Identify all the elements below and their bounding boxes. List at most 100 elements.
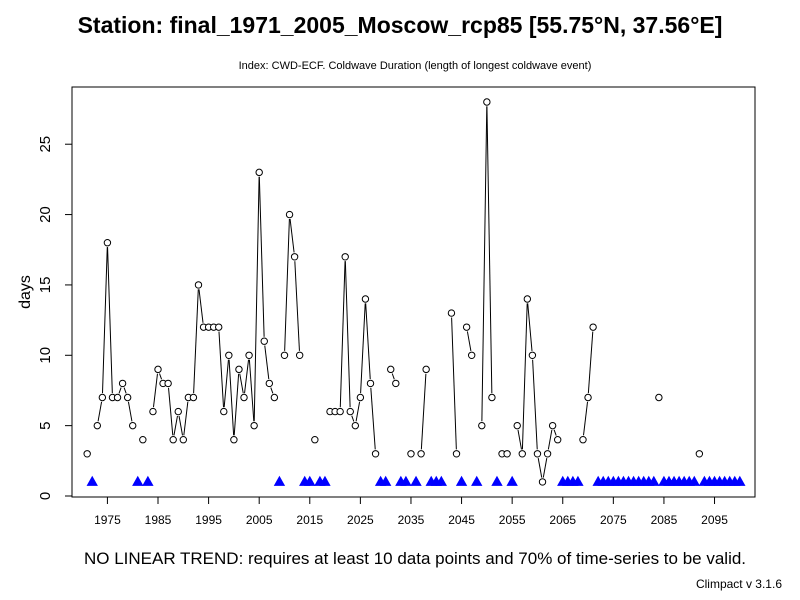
data-point (154, 365, 162, 374)
y-tick-label: 15 (37, 277, 54, 294)
data-point (215, 323, 223, 331)
data-point (103, 239, 112, 247)
data-point (467, 351, 476, 359)
data-point (194, 281, 203, 289)
x-tick-label: 2085 (651, 513, 678, 527)
y-tick-label: 25 (37, 136, 54, 153)
line-segment (537, 458, 543, 478)
data-point (245, 351, 253, 359)
data-point (220, 407, 228, 416)
series-points (83, 98, 704, 486)
line-segment (284, 218, 290, 351)
triangle-marker (688, 475, 700, 486)
line-segment (553, 429, 557, 436)
line-segment (270, 387, 274, 394)
triangle-marker (734, 475, 746, 486)
line-segment (521, 303, 528, 450)
data-point (98, 393, 107, 402)
data-point (655, 393, 663, 402)
line-segment (101, 247, 108, 394)
line-segment (223, 359, 229, 408)
line-segment (264, 345, 270, 380)
line-segment (542, 458, 548, 478)
line-segment (355, 401, 361, 422)
data-point (366, 379, 375, 388)
triangle-marker (132, 475, 144, 486)
data-point (584, 393, 592, 402)
data-point (503, 450, 511, 458)
data-point (351, 421, 360, 430)
triangle-marker (455, 475, 468, 486)
data-point (356, 393, 365, 402)
line-segment (168, 387, 174, 436)
line-segment (420, 373, 427, 450)
line-segment (587, 331, 594, 394)
data-point (83, 450, 91, 458)
line-segment (123, 387, 127, 394)
triangle-marker (86, 475, 98, 486)
line-segment (532, 359, 538, 450)
data-point (361, 295, 370, 303)
line-segment (173, 415, 178, 436)
x-tick-label: 1975 (94, 513, 121, 527)
x-axis: 1975 1985 1995 2005 2015 2025 2035 2045 2055 2065… (94, 497, 728, 527)
data-point (417, 450, 425, 458)
line-segment (218, 331, 225, 408)
line-segment (481, 106, 488, 422)
y-axis: 0 5 10 15 20 25 (37, 136, 72, 500)
data-point (123, 393, 132, 402)
line-segment (289, 218, 295, 253)
data-point (513, 421, 521, 430)
line-segment (127, 401, 133, 422)
line-segment (370, 387, 376, 450)
data-point (225, 351, 233, 359)
line-segment (233, 373, 240, 436)
missing-markers (86, 475, 746, 486)
line-segment (258, 176, 265, 337)
x-tick-label: 1995 (195, 513, 222, 527)
data-point (240, 393, 248, 402)
data-point (695, 450, 704, 458)
y-axis-label: days (17, 275, 34, 309)
line-segment (451, 317, 457, 450)
line-segment (97, 401, 103, 422)
triangle-marker (400, 475, 412, 486)
line-segment (178, 415, 184, 436)
data-point (149, 407, 157, 416)
data-point (129, 421, 137, 430)
triangle-marker (142, 475, 154, 486)
series-line (97, 106, 594, 478)
line-segment (351, 415, 355, 422)
data-point (483, 98, 491, 106)
data-point (548, 421, 557, 430)
data-point (371, 450, 380, 458)
data-point (478, 421, 486, 430)
line-segment (228, 359, 235, 436)
line-segment (583, 401, 589, 436)
triangle-marker (319, 475, 331, 486)
data-point (230, 436, 238, 444)
line-segment (152, 373, 158, 408)
trend-note: NO LINEAR TREND: requires at least 10 da… (83, 549, 747, 568)
line-segment (547, 429, 553, 450)
data-point (139, 436, 147, 444)
data-point (118, 379, 127, 388)
data-point (488, 393, 496, 402)
data-point (311, 436, 319, 444)
line-segment (517, 429, 522, 450)
line-segment (391, 373, 395, 380)
data-point (543, 450, 552, 458)
data-point (280, 351, 289, 359)
data-point (452, 450, 461, 458)
triangle-marker (435, 475, 448, 486)
line-segment (360, 303, 366, 394)
data-point (462, 323, 471, 331)
line-segment (159, 373, 163, 380)
data-point (518, 450, 526, 458)
y-tick-label: 20 (37, 206, 54, 223)
data-point (260, 337, 268, 345)
x-tick-label: 2045 (448, 513, 475, 527)
x-tick-label: 2005 (246, 513, 273, 527)
plot-frame (71, 86, 756, 498)
triangle-marker (410, 475, 422, 486)
